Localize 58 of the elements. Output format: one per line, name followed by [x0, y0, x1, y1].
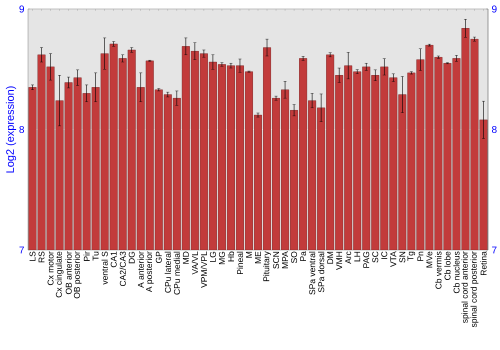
x-tick-label: Cx motor: [48, 251, 54, 286]
x-tick-label: CA2/CA3: [120, 252, 126, 286]
x-tick-label: CPu lateral: [164, 252, 171, 293]
x-tick-label: DG: [128, 252, 135, 264]
x-tick-label: DM: [327, 252, 334, 264]
x-tick-label: SPa dorsal: [318, 252, 324, 292]
x-tick-label: Pineal: [236, 252, 244, 274]
x-tick-label: PAG: [363, 252, 370, 268]
x-tick-label: IC: [381, 252, 388, 259]
x-tick-label: spinal cord anterior: [462, 251, 470, 323]
x-tick-label: ventral S: [102, 252, 108, 285]
y2-tick-label: 7: [492, 246, 497, 254]
x-tick-label: MG: [218, 252, 225, 264]
x-tick-label: Cb vermis: [435, 252, 442, 289]
x-tick-label: LG: [210, 252, 216, 262]
x-tick-label: A posterior: [146, 251, 154, 292]
x-tick-label: CA1: [110, 252, 117, 268]
x-tick-label: MD: [182, 252, 189, 264]
x-tick-label: LH: [354, 252, 360, 262]
x-tick-label: OB posterior: [74, 251, 82, 298]
x-tick-label: Cb lobe: [444, 252, 451, 280]
x-tick-label: A anterior: [138, 251, 144, 288]
x-tick-label: spinal cord posterior: [470, 251, 478, 328]
y2-tick-label: 9: [492, 5, 497, 13]
x-tick-label: Pa: [300, 251, 306, 261]
x-tick-label: Retina: [480, 251, 487, 275]
x-tick-label: Arc: [345, 251, 352, 264]
y2-tick-label: 8: [492, 126, 497, 134]
x-tick-label: VA/VL: [192, 251, 198, 275]
x-tick-label: VMH: [336, 252, 342, 270]
x-tick-label: M: [246, 252, 252, 258]
x-tick-label: VPM/VPL: [200, 251, 207, 288]
x-tick-label: GP: [156, 252, 162, 264]
x-tick-label: RS: [38, 252, 45, 262]
x-tick-label: Pituitary: [263, 251, 271, 282]
x-tick-label: Cx cingulate: [56, 252, 64, 298]
x-tick-label: MVe: [426, 252, 432, 268]
x-tick-label: SN: [399, 252, 406, 263]
x-tick-label: Tu: [92, 252, 99, 261]
x-tick-label: SO: [291, 252, 298, 264]
x-tick-label: Cb nucleus: [453, 252, 460, 294]
x-tick-label: SCN: [273, 252, 280, 269]
y-tick-label: 9: [19, 5, 24, 13]
x-tick-label: MPA: [282, 251, 288, 268]
x-tick-label: ME: [255, 252, 261, 264]
x-tick-label: Pir: [84, 251, 90, 261]
y-axis-title: Log2 (expression): [6, 86, 16, 172]
x-tick-label: OB anterior: [65, 251, 72, 294]
x-tick-label: CPu medial: [174, 252, 180, 295]
x-tick-label: LS: [30, 252, 36, 261]
y-tick-label: 7: [19, 246, 24, 254]
x-tick-label: SPa ventral: [309, 252, 316, 295]
y-tick-label: 8: [19, 126, 24, 134]
x-tick-label: SC: [372, 252, 378, 263]
x-tick-label: Tg: [408, 252, 416, 261]
x-tick-label: VTA: [390, 251, 396, 268]
x-tick-label: Pn: [417, 252, 424, 261]
x-tick-label: Hb: [228, 252, 234, 262]
